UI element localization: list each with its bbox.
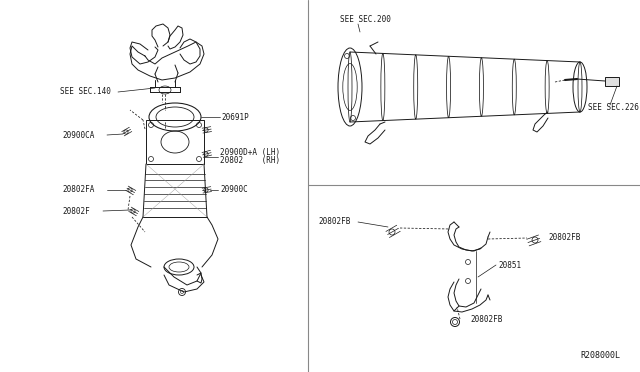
Text: 20802FB: 20802FB [318,218,350,227]
Text: R208000L: R208000L [580,351,620,360]
Text: 20900D+A (LH): 20900D+A (LH) [220,148,280,157]
Text: 20802FB: 20802FB [470,315,502,324]
Text: 20802    (RH): 20802 (RH) [220,157,280,166]
Text: 20802FB: 20802FB [548,234,580,243]
Text: SEE SEC.140: SEE SEC.140 [60,87,111,96]
Bar [146,120,204,164]
Text: 20802F: 20802F [62,206,90,215]
Text: 20900CA: 20900CA [62,131,94,140]
Text: SEE SEC.226: SEE SEC.226 [588,103,639,112]
Text: SEE SEC.200: SEE SEC.200 [340,16,391,25]
Text: 20802FA: 20802FA [62,186,94,195]
Text: 20900C: 20900C [220,186,248,195]
Text: 20691P: 20691P [221,112,249,122]
Text: 20851: 20851 [498,260,521,269]
Bar [605,77,619,86]
